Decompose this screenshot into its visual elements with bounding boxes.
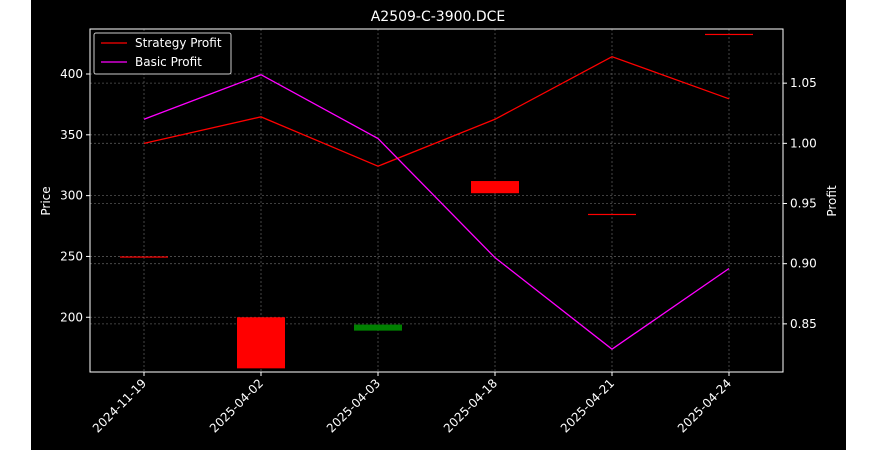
chart-canvas: A2509-C-3900.DCE 2024-11-19 2025-04-02 202… — [39, 9, 839, 435]
y-tick-label-right: 1.05 — [790, 76, 817, 90]
y-tick-label-right: 0.85 — [790, 317, 817, 331]
y-axis-label-right: Profit — [825, 185, 839, 217]
grid-layer — [90, 29, 783, 372]
y-tick-label-right: 0.90 — [790, 257, 817, 271]
x-tick-label: 2025-04-18 — [441, 376, 500, 435]
legend-label-basic-profit: Basic Profit — [135, 55, 202, 69]
series-line-strategy-profit — [143, 55, 730, 167]
chart-figure: A2509-C-3900.DCE 2024-11-19 2025-04-02 202… — [31, 0, 846, 450]
y-tick-label-left: 300 — [60, 189, 83, 203]
line-layer — [143, 55, 730, 350]
legend-box — [93, 32, 232, 75]
x-tick-label: 2025-04-24 — [675, 376, 734, 435]
candle-body — [471, 181, 519, 194]
y-tick-label-left: 350 — [60, 128, 83, 142]
y-tick-label-left: 400 — [60, 67, 83, 81]
plot-frame — [89, 28, 784, 373]
y-tick-label-left: 250 — [60, 249, 83, 263]
legend: Strategy Profit Basic Profit — [93, 32, 232, 75]
axis-layer: 2024-11-19 2025-04-02 2025-04-03 2025-04-18… — [60, 67, 817, 435]
legend-label-strategy-profit: Strategy Profit — [135, 36, 222, 50]
x-tick-label: 2025-04-21 — [558, 376, 617, 435]
series-line-basic-profit — [143, 74, 730, 350]
candle-body — [705, 33, 753, 36]
candle-body — [237, 317, 285, 369]
candle-body — [354, 324, 402, 331]
x-tick-label: 2025-04-03 — [324, 376, 383, 435]
candle-layer — [120, 33, 753, 369]
candle-body — [120, 256, 168, 258]
y-axis-label-left: Price — [39, 186, 53, 215]
chart-title: A2509-C-3900.DCE — [371, 9, 506, 25]
candle-body — [588, 213, 636, 216]
y-tick-label-left: 200 — [60, 310, 83, 324]
y-tick-label-right: 0.95 — [790, 197, 817, 211]
y-tick-label-right: 1.00 — [790, 136, 817, 150]
x-tick-label: 2024-11-19 — [90, 376, 149, 435]
x-tick-label: 2025-04-02 — [207, 376, 266, 435]
